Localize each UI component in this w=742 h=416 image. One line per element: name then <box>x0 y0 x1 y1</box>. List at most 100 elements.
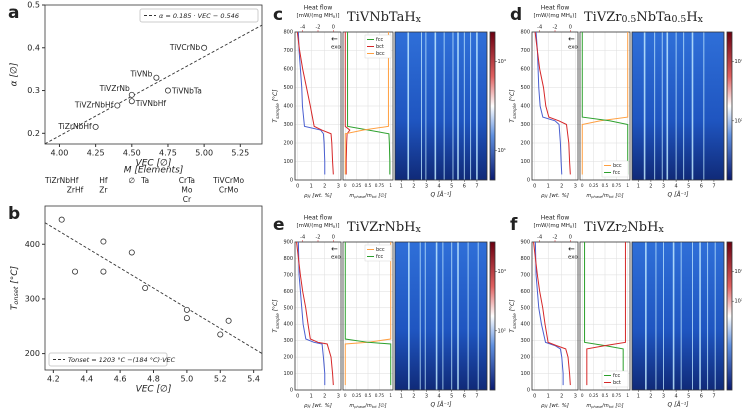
x-tick-label: 3 <box>662 184 665 190</box>
heat-flow-label: Heat flow <box>541 215 570 222</box>
y-tick-label: 100 <box>520 371 530 377</box>
y-tick-label: 300 <box>283 122 293 128</box>
x-tick-label: 6 <box>700 184 703 190</box>
x-tick-label: 0 <box>344 393 347 398</box>
panel-letter: f <box>510 215 518 235</box>
y-tick-label: 100 <box>283 159 293 165</box>
data-point <box>217 331 224 338</box>
legend-label: bcc <box>376 247 385 253</box>
phase-fraction-line <box>344 242 392 386</box>
subplot-frame <box>489 241 496 391</box>
panel-title-part: TiVZrNbH <box>347 220 416 235</box>
x-tick-label: 6 <box>463 394 466 400</box>
top-tick-label: -4 <box>300 235 305 241</box>
x-tick-label: 5.00 <box>195 149 213 158</box>
y-axis-label-part: [°C] <box>509 89 516 103</box>
subplot-frame <box>294 241 342 391</box>
x-tick-label: 5 <box>687 184 690 190</box>
colorbar <box>727 32 732 180</box>
x-axis-label-part: /m <box>601 403 609 409</box>
panel-letter: e <box>273 215 285 235</box>
data-point <box>128 249 135 256</box>
y-axis-label-part: onset <box>12 286 20 304</box>
y-tick-label: 400 <box>283 322 293 328</box>
heat-flow-unit-part: [mW/(mg MH <box>296 223 332 229</box>
x-tick-label: 4.50 <box>123 149 141 158</box>
x-tick-label: 2 <box>560 394 563 400</box>
x-tick-label: 5.4 <box>247 375 260 384</box>
y-tick-label: 400 <box>520 322 530 328</box>
y-axis-label-part: T <box>10 303 20 310</box>
x-axis-label-part: [wt. %] <box>311 193 332 199</box>
point-label: TiVNbTa <box>171 87 202 96</box>
y-tick-label: 900 <box>283 240 293 246</box>
y-axis-label: Tsample [°C] <box>509 299 518 333</box>
data-point <box>225 317 232 324</box>
exo-arrow: ← <box>568 35 575 44</box>
heat-flow-unit-part: x <box>570 14 573 19</box>
y-axis-label-part: sample <box>512 313 518 329</box>
data-point <box>58 216 65 223</box>
x-tick-label: 0 <box>296 184 299 190</box>
x-axis-label-part: /m <box>364 193 372 199</box>
y-tick-label: 600 <box>283 67 293 73</box>
hydrogen-content-line <box>297 241 326 386</box>
x-tick-label: 1 <box>389 393 392 398</box>
colorbar <box>490 242 495 390</box>
top-tick-label: Ta <box>140 176 149 185</box>
data-point <box>164 87 171 94</box>
hydrogen-content-line <box>297 31 326 175</box>
x-axis-label-part: [∅] <box>614 403 624 409</box>
x-tick-label: 0.25 <box>352 393 362 398</box>
colorbar-tick-label: 10³ <box>735 299 742 305</box>
data-point <box>183 306 190 313</box>
panel-letter: a <box>8 3 19 23</box>
heatmap <box>395 32 487 180</box>
y-tick-label: 0 <box>290 388 293 394</box>
x-axis-label-part: m <box>586 193 591 199</box>
x-tick-label: 0 <box>296 394 299 400</box>
x-tick-label: 3 <box>574 394 577 400</box>
data-point <box>153 74 160 81</box>
exo-label: exo <box>331 45 341 51</box>
x-tick-label: 4.25 <box>87 149 105 158</box>
phase-fraction-line <box>344 32 351 175</box>
y-axis-label-part: [°C] <box>272 89 279 103</box>
panel-title-part: x <box>698 14 704 25</box>
colorbar-tick-label: 10¹ <box>498 148 506 154</box>
x-tick-label: 2 <box>323 184 326 190</box>
x-tick-label: 1 <box>626 183 629 188</box>
x-axis-label: ρH [wt. %] <box>541 403 569 410</box>
x-tick-label: 0.5 <box>365 393 372 398</box>
x-tick-label: 2 <box>560 184 563 190</box>
x-axis-label-part: ρ <box>541 193 545 199</box>
y-tick-label: 800 <box>520 256 530 262</box>
top-tick-label: 0 <box>569 235 572 241</box>
x-tick-label: 7 <box>475 394 478 400</box>
y-tick-label: 600 <box>520 289 530 295</box>
y-tick-label: 500 <box>283 305 293 311</box>
panel-letter: c <box>273 5 283 25</box>
panel-title-part: NbH <box>627 220 658 235</box>
heat-flow-unit-part: x <box>333 224 336 229</box>
x-axis-label: mphase/mtot [∅] <box>586 193 623 200</box>
heat-flow-unit-part: )] <box>572 223 576 229</box>
x-tick-label: 5.25 <box>231 149 249 158</box>
x-axis-label-part: phase <box>590 405 603 409</box>
y-tick-label: 0.3 <box>27 86 40 95</box>
x-tick-label: 7 <box>712 184 715 190</box>
colorbar-tick-label: 10⁴ <box>498 59 506 65</box>
panel-title-part: H <box>686 10 697 25</box>
x-tick-label: 1 <box>310 184 313 190</box>
y-axis-label-part: [°C] <box>10 265 20 286</box>
y-tick-label: 0.4 <box>27 43 40 52</box>
heat-flow-unit-part: x <box>333 14 336 19</box>
y-tick-label: 500 <box>520 85 530 91</box>
x-tick-label: 1 <box>547 184 550 190</box>
heatmap <box>632 32 724 180</box>
y-tick-label: 200 <box>283 355 293 361</box>
y-tick-label: 500 <box>283 85 293 91</box>
colorbar <box>727 242 732 390</box>
x-tick-label: 0.5 <box>602 183 609 188</box>
panel-title-part: 0.5 <box>621 14 636 25</box>
